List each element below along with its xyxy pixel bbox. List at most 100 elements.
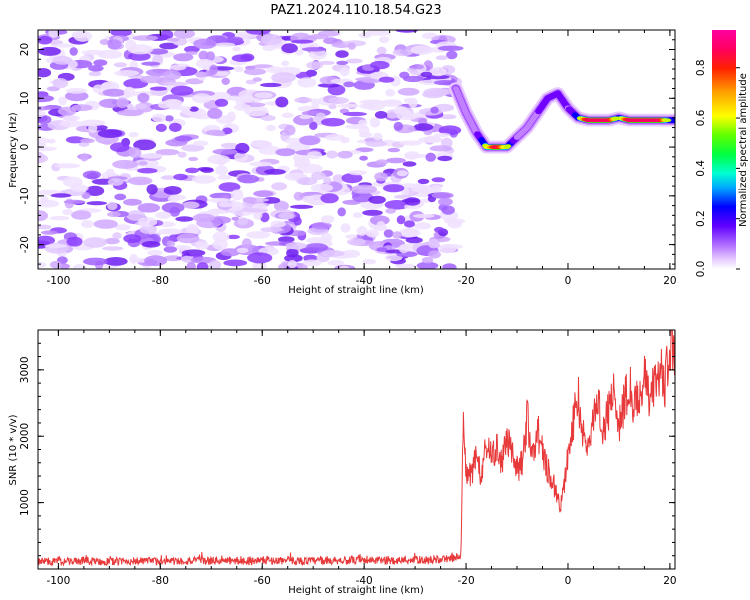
spectrogram-x-ticks: -100 -80 -60 -40 -20 0 20 (46, 30, 677, 287)
noise-blob (254, 140, 273, 148)
y-tick-label: -20 (19, 236, 31, 253)
snr-y-label: SNR (10 * v/v) (8, 414, 19, 485)
noise-blob (133, 139, 157, 151)
noise-blob (327, 259, 345, 266)
snr-x-label: Height of straight line (km) (288, 585, 424, 596)
noise-blob (50, 260, 62, 269)
x-tick-label: -80 (152, 275, 169, 287)
noise-blob (243, 68, 266, 76)
noise-blob (207, 154, 231, 165)
noise-blob (254, 92, 273, 99)
noise-blob (50, 193, 72, 198)
noise-blob (163, 246, 177, 253)
noise-blob (278, 212, 295, 220)
noise-blob (396, 113, 419, 121)
x-tick-label: -60 (254, 575, 271, 587)
noise-blob (232, 46, 241, 52)
noise-blob (328, 97, 349, 104)
noise-blob (57, 106, 77, 116)
noise-blob (281, 112, 294, 119)
noise-blob (72, 264, 87, 269)
noise-blob (101, 246, 124, 251)
noise-blob (351, 184, 378, 194)
spectrogram-panel: -100 -80 -60 -40 -20 0 20 20 10 0 -10 -20 Height o… (8, 29, 677, 296)
noise-blob (341, 173, 363, 184)
noise-blob (212, 239, 228, 250)
noise-blob (396, 215, 406, 225)
noise-blob (141, 241, 161, 248)
noise-blob (437, 45, 464, 51)
noise-blob (294, 157, 311, 167)
noise-blob (311, 98, 320, 109)
noise-blob (230, 189, 244, 201)
noise-blob (110, 30, 132, 37)
x-tick-label: -100 (46, 575, 70, 587)
noise-blob (185, 167, 200, 174)
noise-blob (163, 255, 183, 262)
colorbar: 0.0 0.2 0.4 0.6 0.8 Normalized spectral ampl… (695, 30, 749, 277)
noise-blob (139, 224, 158, 234)
noise-blob (65, 87, 87, 94)
noise-blob (301, 47, 327, 52)
noise-blob (218, 202, 236, 208)
noise-blob (393, 121, 403, 131)
noise-blob (128, 132, 139, 138)
noise-blob (427, 238, 440, 249)
noise-blob (413, 123, 434, 131)
noise-blob (233, 66, 244, 73)
noise-blob (134, 103, 148, 110)
noise-blob (186, 261, 196, 269)
noise-blob (164, 115, 174, 122)
noise-blob (366, 229, 379, 238)
noise-blob (262, 197, 281, 204)
noise-blob (320, 215, 335, 224)
noise-blob (437, 155, 453, 162)
noise-blob (289, 204, 314, 209)
colorbar-tick-label: 0.0 (695, 261, 707, 278)
noise-blob (285, 242, 307, 250)
noise-blob (342, 111, 368, 117)
noise-blob (226, 111, 236, 122)
noise-blob (144, 255, 168, 267)
noise-blob (275, 96, 289, 108)
noise-blob (420, 71, 433, 78)
noise-blob (430, 106, 439, 114)
noise-blob (317, 83, 340, 88)
noise-blob (166, 240, 176, 247)
noise-blob (48, 30, 60, 38)
noise-blob (295, 71, 313, 79)
y-tick-label: 10 (19, 92, 31, 105)
noise-blob (359, 103, 376, 109)
noise-blob (296, 177, 318, 186)
noise-blob (139, 75, 165, 84)
noise-blob (38, 46, 61, 56)
noise-blob (137, 92, 150, 103)
noise-blob (212, 148, 238, 155)
noise-blob (38, 146, 57, 152)
noise-blob (210, 91, 232, 103)
noise-blob (236, 247, 249, 254)
y-tick-label: 20 (19, 43, 31, 56)
noise-blob (228, 95, 241, 101)
noise-blob (376, 46, 387, 55)
noise-blob (127, 176, 153, 186)
noise-blob (38, 35, 53, 45)
noise-blob (181, 144, 205, 152)
colorbar-ticks: 0.0 0.2 0.4 0.6 0.8 (695, 59, 740, 277)
noise-blob (447, 220, 462, 229)
noise-blob (265, 125, 276, 131)
noise-blob (62, 115, 80, 122)
noise-blob (297, 77, 317, 88)
colorbar-tick-label: 0.6 (695, 109, 707, 126)
noise-blob (368, 195, 386, 204)
noise-blob (395, 30, 419, 33)
noise-blob (71, 104, 93, 112)
noise-blob (194, 71, 209, 78)
noise-blob (196, 262, 209, 269)
colorbar-tick-label: 0.2 (695, 210, 707, 227)
noise-blob (38, 210, 48, 222)
noise-blob (38, 68, 52, 78)
noise-blob (328, 104, 337, 110)
snr-frame (37, 329, 676, 570)
noise-blob (281, 43, 298, 54)
